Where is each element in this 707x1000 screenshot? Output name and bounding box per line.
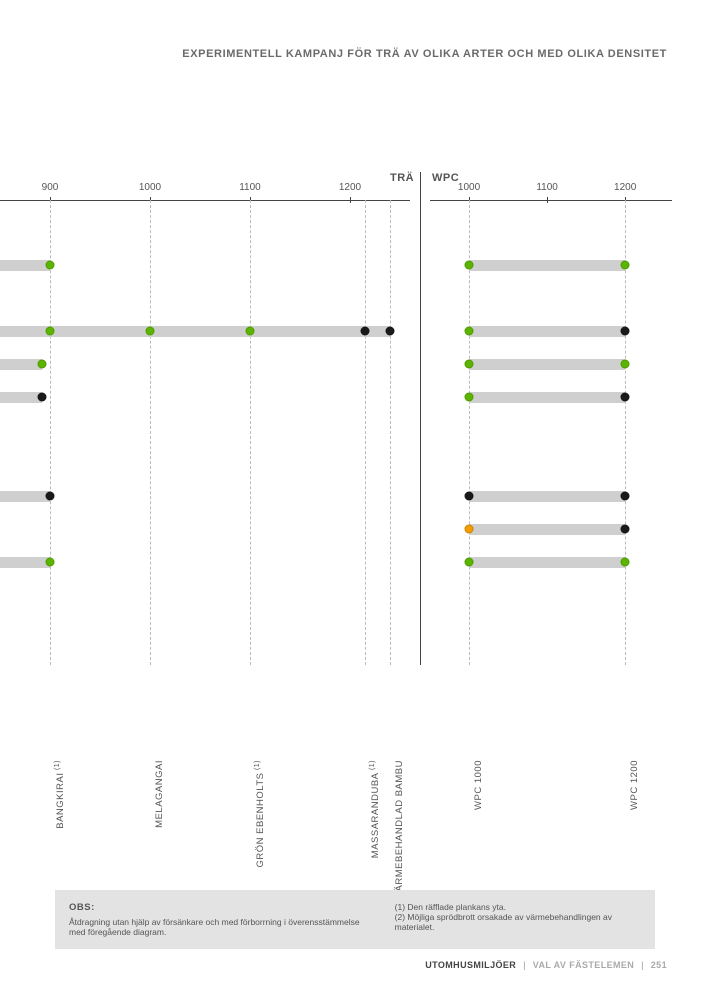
axis-category-label: VÄRMEBEHANDLAD BAMBU — [394, 760, 405, 898]
bar — [469, 491, 625, 502]
bar — [0, 359, 42, 370]
section-title-left: TRÄ — [390, 172, 414, 184]
note-text-left: Åtdragning utan hjälp av försänkare och … — [69, 917, 365, 937]
axis-category-label: BANGKIRAI (1) — [54, 760, 66, 829]
section-title-right: WPC — [432, 172, 459, 184]
axis-category-label: WPC 1000 — [473, 760, 484, 810]
marker-black — [621, 492, 630, 501]
marker-green — [465, 261, 474, 270]
gridline — [625, 200, 626, 665]
gridline — [365, 200, 366, 665]
bar — [469, 260, 625, 271]
marker-green — [621, 360, 630, 369]
marker-green — [465, 558, 474, 567]
marker-green — [246, 327, 255, 336]
footer-sep2: | — [641, 960, 644, 970]
gridline — [50, 200, 51, 665]
axis-category-label: MASSARANDUBA (1) — [369, 760, 381, 858]
marker-black — [621, 327, 630, 336]
marker-green — [621, 558, 630, 567]
axis-right — [430, 200, 672, 201]
footer-sep: | — [523, 960, 526, 970]
marker-black — [361, 327, 370, 336]
bar — [0, 260, 50, 271]
bar — [0, 392, 42, 403]
marker-green — [46, 261, 55, 270]
axis-category-label: MELAGANGAI — [154, 760, 165, 828]
gridline — [150, 200, 151, 665]
bar — [0, 326, 390, 337]
gridline — [390, 200, 391, 665]
marker-black — [46, 492, 55, 501]
bar — [0, 557, 50, 568]
bar — [469, 359, 625, 370]
axis-left — [0, 200, 410, 201]
marker-green — [46, 558, 55, 567]
chart-area: TRÄWPC900100011001200100011001200BANGKIR… — [0, 170, 707, 690]
note-title: OBS: — [69, 902, 365, 913]
marker-orange — [465, 525, 474, 534]
footer: UTOMHUSMILJÖER | VAL AV FÄSTELEMEN | 251 — [425, 960, 667, 970]
marker-green — [465, 393, 474, 402]
note-right: (1) Den räfflade plankans yta. (2) Möjli… — [395, 902, 641, 937]
gridline — [250, 200, 251, 665]
page-title: EXPERIMENTELL KAMPANJ FÖR TRÄ AV OLIKA A… — [182, 48, 667, 60]
axis-category-label: GRÖN EBENHOLTS (1) — [254, 760, 266, 867]
note-left: OBS: Åtdragning utan hjälp av försänkare… — [69, 902, 365, 937]
marker-green — [621, 261, 630, 270]
bar — [469, 326, 625, 337]
footer-b: VAL AV FÄSTELEMEN — [533, 960, 634, 970]
bar — [469, 524, 625, 535]
bar — [0, 491, 50, 502]
marker-black — [621, 393, 630, 402]
marker-black — [386, 327, 395, 336]
axis-category-label: WPC 1200 — [629, 760, 640, 810]
marker-green — [465, 360, 474, 369]
marker-black — [621, 525, 630, 534]
marker-green — [146, 327, 155, 336]
bar — [469, 557, 625, 568]
marker-green — [465, 327, 474, 336]
note-text-right2: (2) Möjliga sprödbrott orsakade av värme… — [395, 912, 641, 932]
marker-green — [38, 360, 47, 369]
footer-page: 251 — [651, 960, 667, 970]
marker-black — [465, 492, 474, 501]
marker-green — [46, 327, 55, 336]
note-box: OBS: Åtdragning utan hjälp av försänkare… — [55, 890, 655, 949]
panel-divider — [420, 172, 421, 665]
bar — [469, 392, 625, 403]
footer-a: UTOMHUSMILJÖER — [425, 960, 516, 970]
marker-black — [38, 393, 47, 402]
note-text-right1: (1) Den räfflade plankans yta. — [395, 902, 641, 912]
